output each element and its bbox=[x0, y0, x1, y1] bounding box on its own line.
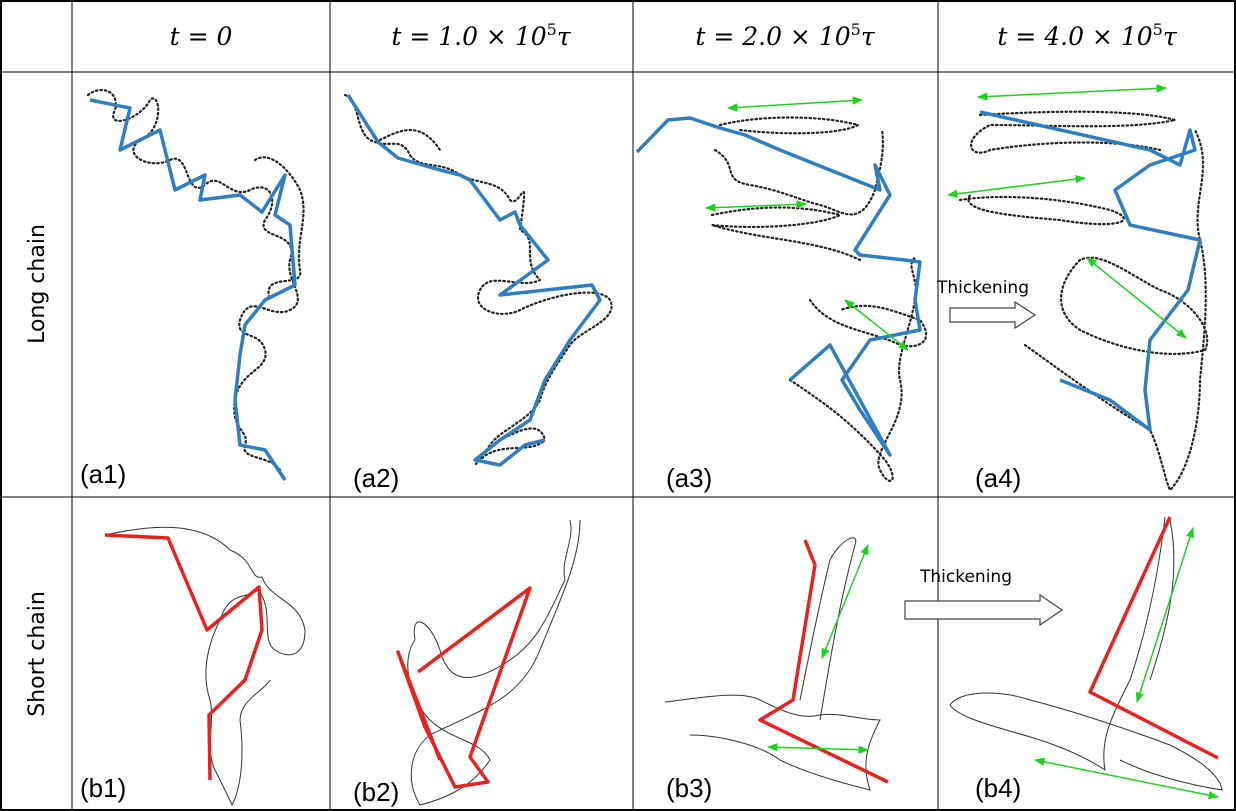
panel-label: (b4) bbox=[975, 773, 1021, 803]
panel-a2 bbox=[343, 93, 613, 467]
column-header: t = 4.0 × 105τ bbox=[997, 20, 1178, 51]
panel-a1 bbox=[86, 88, 305, 481]
row-label: Long chain bbox=[25, 224, 50, 344]
column-header: t = 2.0 × 105τ bbox=[695, 20, 876, 51]
annotation: Thickening bbox=[919, 567, 1012, 587]
panel-b4 bbox=[949, 516, 1223, 800]
column-header: t = 0 bbox=[170, 22, 233, 51]
column-header: t = 1.0 × 105τ bbox=[391, 20, 572, 51]
panel-label: (a3) bbox=[666, 463, 712, 493]
panel-b2 bbox=[396, 519, 581, 806]
panel-label: (b3) bbox=[666, 773, 712, 803]
panel-a3 bbox=[635, 96, 928, 482]
panel-label: (b1) bbox=[80, 773, 126, 803]
panel-label: (b2) bbox=[353, 777, 399, 807]
row-label: Short chain bbox=[25, 591, 50, 717]
panel-b1 bbox=[104, 526, 306, 807]
annotation: Thickening bbox=[936, 278, 1029, 298]
panel-label: (a1) bbox=[80, 459, 126, 489]
panel-b3: Thickening bbox=[664, 537, 1064, 791]
panel-labels: (a1) (a2) (a3) (a4) (b1) (b2) (b3) (b4) bbox=[80, 459, 1021, 807]
panel-a4: Thickening bbox=[936, 84, 1209, 492]
panel-label: (a2) bbox=[353, 463, 399, 493]
panel-label: (a4) bbox=[975, 463, 1021, 493]
